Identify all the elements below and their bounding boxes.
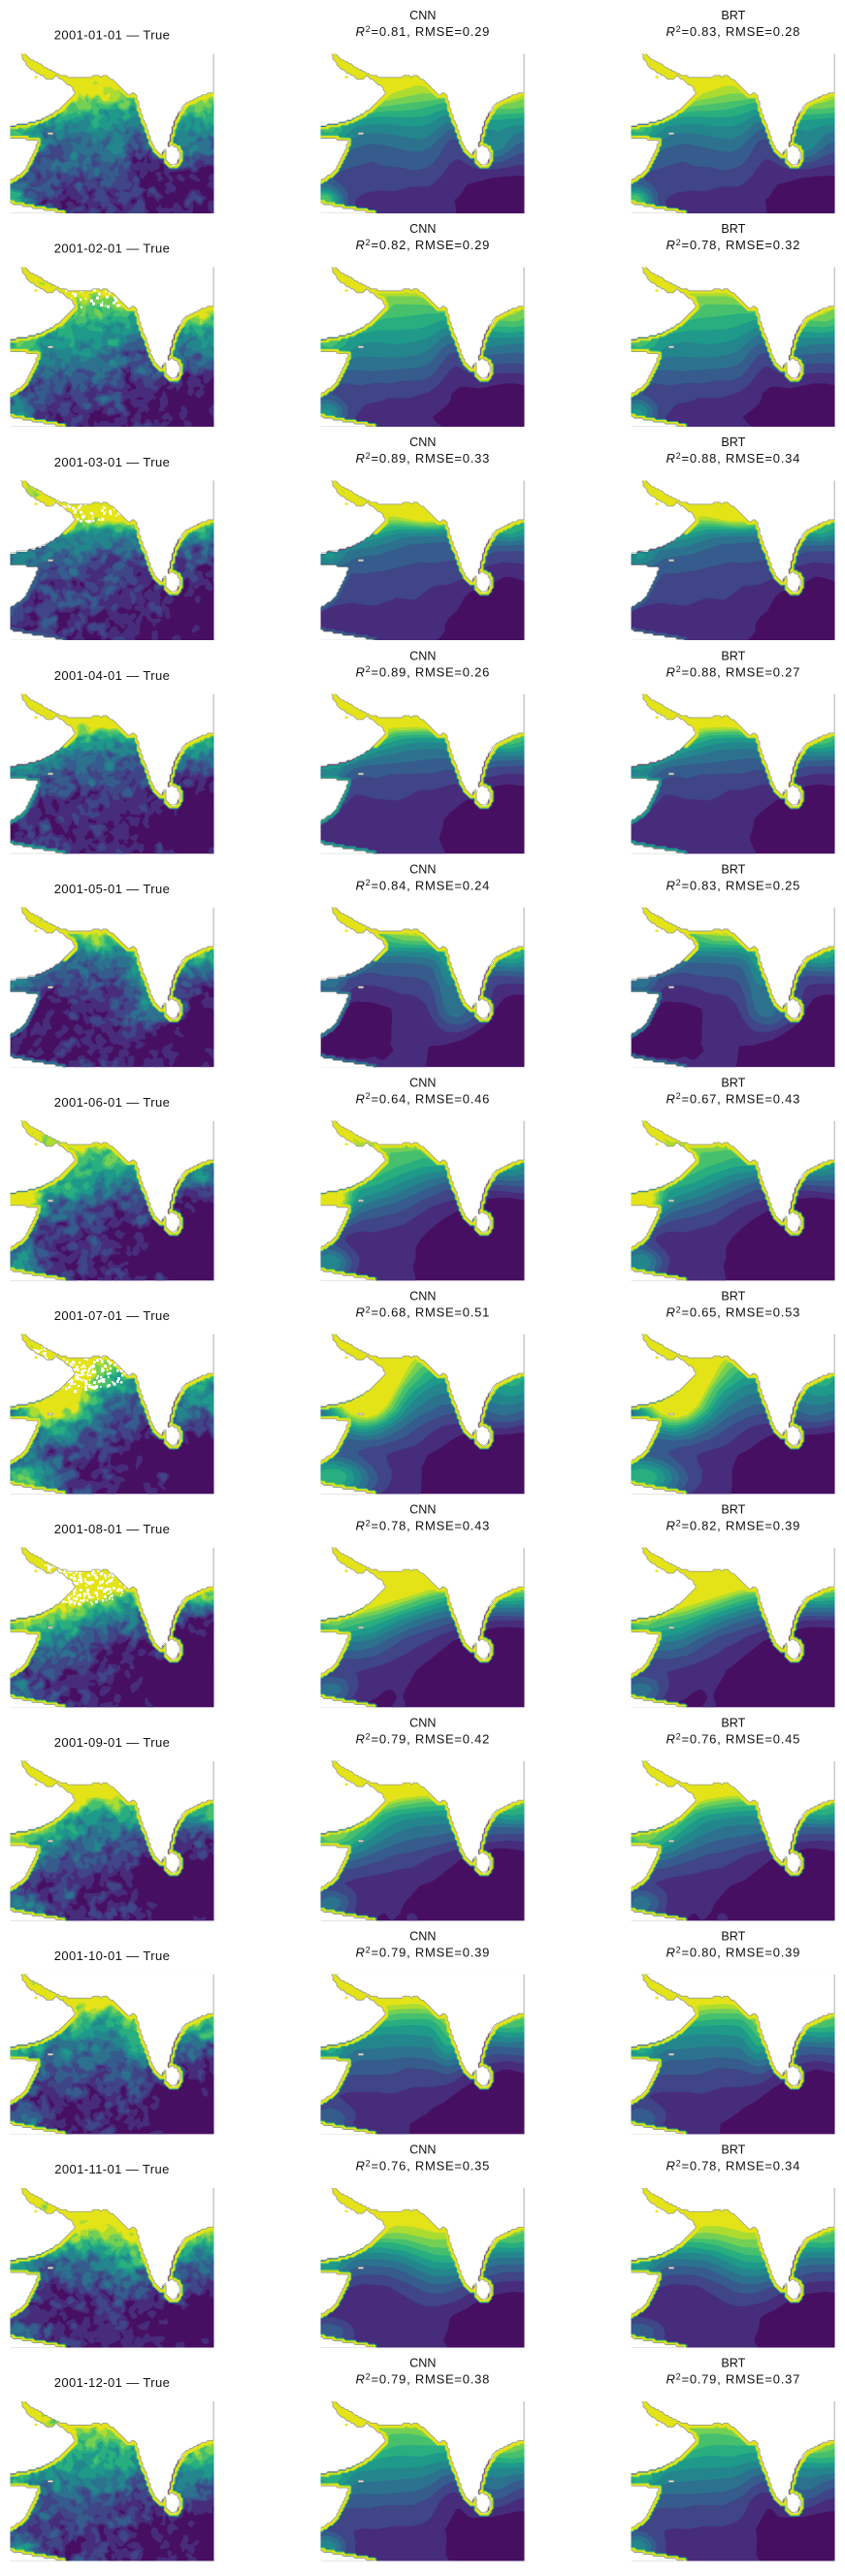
svg-text:R2=0.78, RMSE=0.43: R2=0.78, RMSE=0.43	[356, 1518, 491, 1532]
svg-text:BRT: BRT	[721, 2143, 745, 2157]
svg-text:R2=0.76, RMSE=0.35: R2=0.76, RMSE=0.35	[356, 2159, 491, 2174]
svg-text:2001-05-01 — True: 2001-05-01 — True	[54, 882, 171, 896]
svg-text:CNN: CNN	[409, 9, 436, 22]
svg-text:CNN: CNN	[409, 435, 436, 449]
svg-text:CNN: CNN	[409, 1076, 436, 1089]
svg-text:BRT: BRT	[721, 1930, 745, 1944]
svg-text:R2=0.81, RMSE=0.29: R2=0.81, RMSE=0.29	[356, 24, 491, 39]
svg-text:2001-08-01 — True: 2001-08-01 — True	[54, 1522, 171, 1536]
svg-text:CNN: CNN	[409, 222, 436, 236]
svg-text:R2=0.83, RMSE=0.28: R2=0.83, RMSE=0.28	[666, 24, 801, 39]
svg-text:BRT: BRT	[721, 1076, 745, 1089]
svg-text:2001-01-01 — True: 2001-01-01 — True	[54, 28, 171, 43]
svg-text:2001-09-01 — True: 2001-09-01 — True	[54, 1735, 171, 1750]
svg-text:CNN: CNN	[409, 2143, 436, 2157]
svg-text:BRT: BRT	[721, 1290, 745, 1304]
svg-text:R2=0.79, RMSE=0.37: R2=0.79, RMSE=0.37	[666, 2372, 801, 2387]
svg-text:BRT: BRT	[721, 862, 745, 876]
svg-text:CNN: CNN	[409, 1930, 436, 1944]
svg-text:R2=0.82, RMSE=0.39: R2=0.82, RMSE=0.39	[666, 1518, 801, 1532]
svg-text:R2=0.68, RMSE=0.51: R2=0.68, RMSE=0.51	[356, 1304, 491, 1319]
svg-text:BRT: BRT	[721, 2357, 745, 2370]
svg-text:R2=0.79, RMSE=0.38: R2=0.79, RMSE=0.38	[356, 2372, 491, 2387]
svg-text:R2=0.80, RMSE=0.39: R2=0.80, RMSE=0.39	[666, 1945, 801, 1959]
svg-text:BRT: BRT	[721, 1503, 745, 1517]
svg-text:BRT: BRT	[721, 435, 745, 449]
svg-text:2001-10-01 — True: 2001-10-01 — True	[54, 1948, 171, 1963]
svg-text:R2=0.76, RMSE=0.45: R2=0.76, RMSE=0.45	[666, 1731, 801, 1746]
svg-text:R2=0.83, RMSE=0.25: R2=0.83, RMSE=0.25	[666, 878, 801, 892]
svg-text:R2=0.65, RMSE=0.53: R2=0.65, RMSE=0.53	[666, 1304, 801, 1319]
svg-text:2001-07-01 — True: 2001-07-01 — True	[54, 1308, 171, 1323]
svg-text:R2=0.88, RMSE=0.34: R2=0.88, RMSE=0.34	[666, 451, 801, 466]
svg-text:R2=0.67, RMSE=0.43: R2=0.67, RMSE=0.43	[666, 1091, 801, 1106]
svg-text:R2=0.64, RMSE=0.46: R2=0.64, RMSE=0.46	[356, 1091, 491, 1106]
svg-text:CNN: CNN	[409, 649, 436, 662]
svg-text:CNN: CNN	[409, 1290, 436, 1304]
svg-text:CNN: CNN	[409, 1717, 436, 1730]
svg-text:R2=0.89, RMSE=0.33: R2=0.89, RMSE=0.33	[356, 451, 491, 466]
svg-text:R2=0.79, RMSE=0.42: R2=0.79, RMSE=0.42	[356, 1731, 491, 1746]
svg-text:2001-02-01 — True: 2001-02-01 — True	[54, 242, 171, 256]
svg-text:R2=0.88, RMSE=0.27: R2=0.88, RMSE=0.27	[666, 664, 801, 679]
svg-text:CNN: CNN	[409, 862, 436, 876]
svg-text:R2=0.79, RMSE=0.39: R2=0.79, RMSE=0.39	[356, 1945, 491, 1959]
svg-text:R2=0.78, RMSE=0.32: R2=0.78, RMSE=0.32	[666, 238, 801, 252]
svg-text:CNN: CNN	[409, 2357, 436, 2370]
svg-text:BRT: BRT	[721, 649, 745, 662]
svg-text:BRT: BRT	[721, 222, 745, 236]
svg-text:CNN: CNN	[409, 1503, 436, 1517]
svg-text:2001-03-01 — True: 2001-03-01 — True	[54, 455, 171, 469]
svg-text:R2=0.82, RMSE=0.29: R2=0.82, RMSE=0.29	[356, 238, 491, 252]
svg-text:R2=0.78, RMSE=0.34: R2=0.78, RMSE=0.34	[666, 2159, 801, 2174]
svg-text:2001-12-01 — True: 2001-12-01 — True	[54, 2375, 171, 2390]
svg-text:BRT: BRT	[721, 1717, 745, 1730]
svg-text:2001-06-01 — True: 2001-06-01 — True	[54, 1095, 171, 1110]
svg-text:BRT: BRT	[721, 9, 745, 22]
svg-text:2001-04-01 — True: 2001-04-01 — True	[54, 668, 171, 683]
svg-text:2001-11-01 — True: 2001-11-01 — True	[54, 2162, 170, 2176]
svg-text:R2=0.84, RMSE=0.24: R2=0.84, RMSE=0.24	[356, 878, 491, 892]
svg-text:R2=0.89, RMSE=0.26: R2=0.89, RMSE=0.26	[356, 664, 491, 679]
